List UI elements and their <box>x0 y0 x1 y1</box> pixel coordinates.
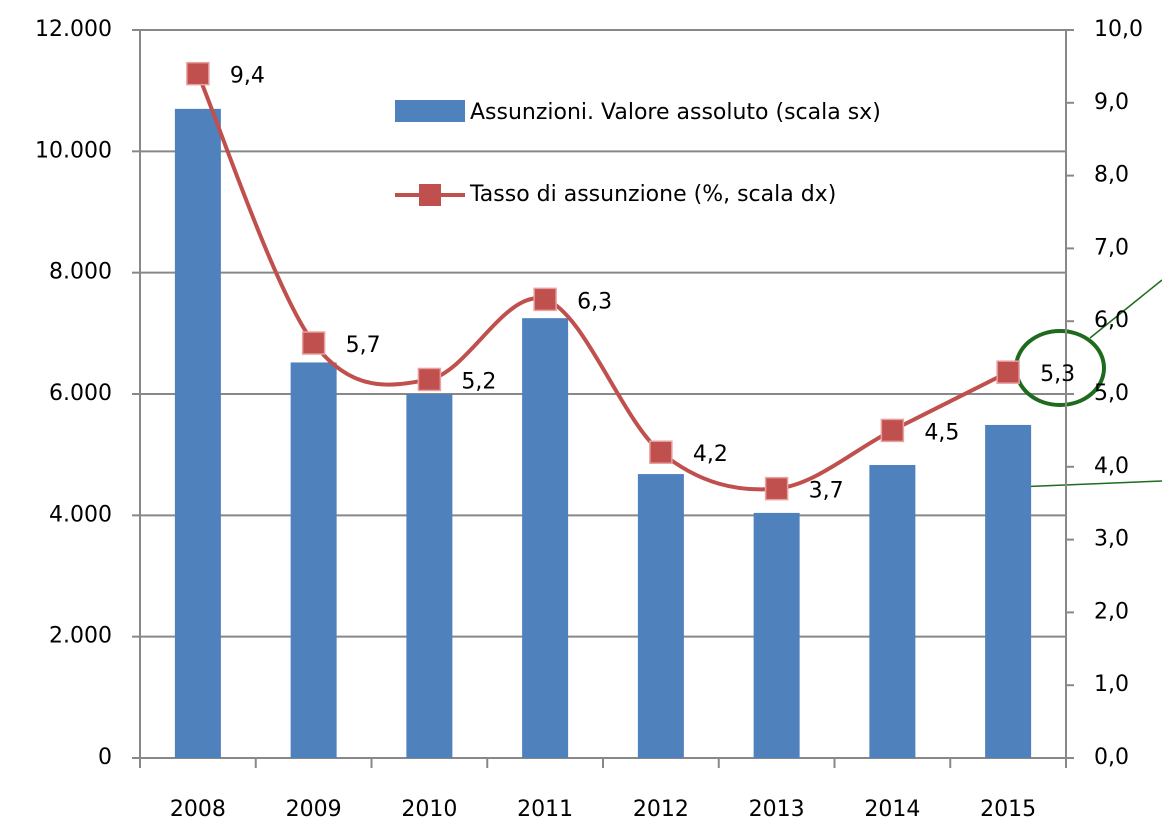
y2-tick-label: 9,0 <box>1094 90 1129 115</box>
legend-swatch <box>395 100 465 122</box>
annotation-line <box>1089 279 1162 339</box>
data-label: 5,7 <box>346 333 381 358</box>
y-tick-label: 0 <box>98 745 112 770</box>
y-tick-label: 8.000 <box>49 260 112 285</box>
bar <box>406 394 453 758</box>
y-tick-label: 6.000 <box>49 381 112 406</box>
marker <box>417 367 442 392</box>
bar <box>985 424 1032 758</box>
marker <box>996 360 1020 384</box>
y2-tick-label: 0,0 <box>1094 745 1129 770</box>
bar <box>174 108 221 758</box>
marker <box>880 418 905 443</box>
marker <box>533 287 557 312</box>
y2-tick-label: 10,0 <box>1094 17 1143 42</box>
data-label: 5,3 <box>1040 362 1075 387</box>
data-label: 4,2 <box>693 442 728 467</box>
marker <box>764 476 789 501</box>
y-tick-label: 12.000 <box>35 17 112 42</box>
legend-label: Tasso di assunzione (%, scala dx) <box>469 182 836 207</box>
x-tick-label: 2013 <box>749 797 805 822</box>
marker <box>186 61 210 86</box>
y2-tick-label: 6,0 <box>1094 308 1129 333</box>
marker <box>649 440 673 464</box>
data-label: 4,5 <box>924 420 959 445</box>
x-tick-label: 2008 <box>170 797 226 822</box>
y-tick-label: 4.000 <box>49 502 112 527</box>
marker <box>301 331 326 355</box>
y2-tick-label: 1,0 <box>1094 672 1129 697</box>
y-tick-label: 2.000 <box>49 624 112 649</box>
y2-tick-label: 5,0 <box>1094 381 1129 406</box>
x-tick-label: 2015 <box>980 797 1036 822</box>
legend-label: Assunzioni. Valore assoluto (scala sx) <box>470 100 881 125</box>
legend-marker <box>419 184 441 206</box>
bar <box>637 474 684 758</box>
y2-tick-label: 2,0 <box>1094 599 1129 624</box>
x-tick-label: 2012 <box>633 797 689 822</box>
x-tick-label: 2010 <box>401 797 457 822</box>
y2-tick-label: 7,0 <box>1094 235 1129 260</box>
y2-tick-label: 3,0 <box>1094 527 1129 552</box>
y2-tick-label: 4,0 <box>1094 454 1129 479</box>
data-label: 6,3 <box>577 289 612 314</box>
x-tick-label: 2011 <box>517 797 573 822</box>
y-tick-label: 10.000 <box>35 138 112 163</box>
x-tick-label: 2009 <box>286 797 342 822</box>
bar <box>290 362 337 758</box>
data-label: 5,2 <box>461 369 496 394</box>
data-label: 3,7 <box>809 479 844 504</box>
bar <box>869 464 916 758</box>
bar <box>522 318 569 758</box>
x-tick-label: 2014 <box>864 797 920 822</box>
bar <box>753 512 800 758</box>
data-label: 9,4 <box>230 64 265 89</box>
y2-tick-label: 8,0 <box>1094 163 1129 188</box>
